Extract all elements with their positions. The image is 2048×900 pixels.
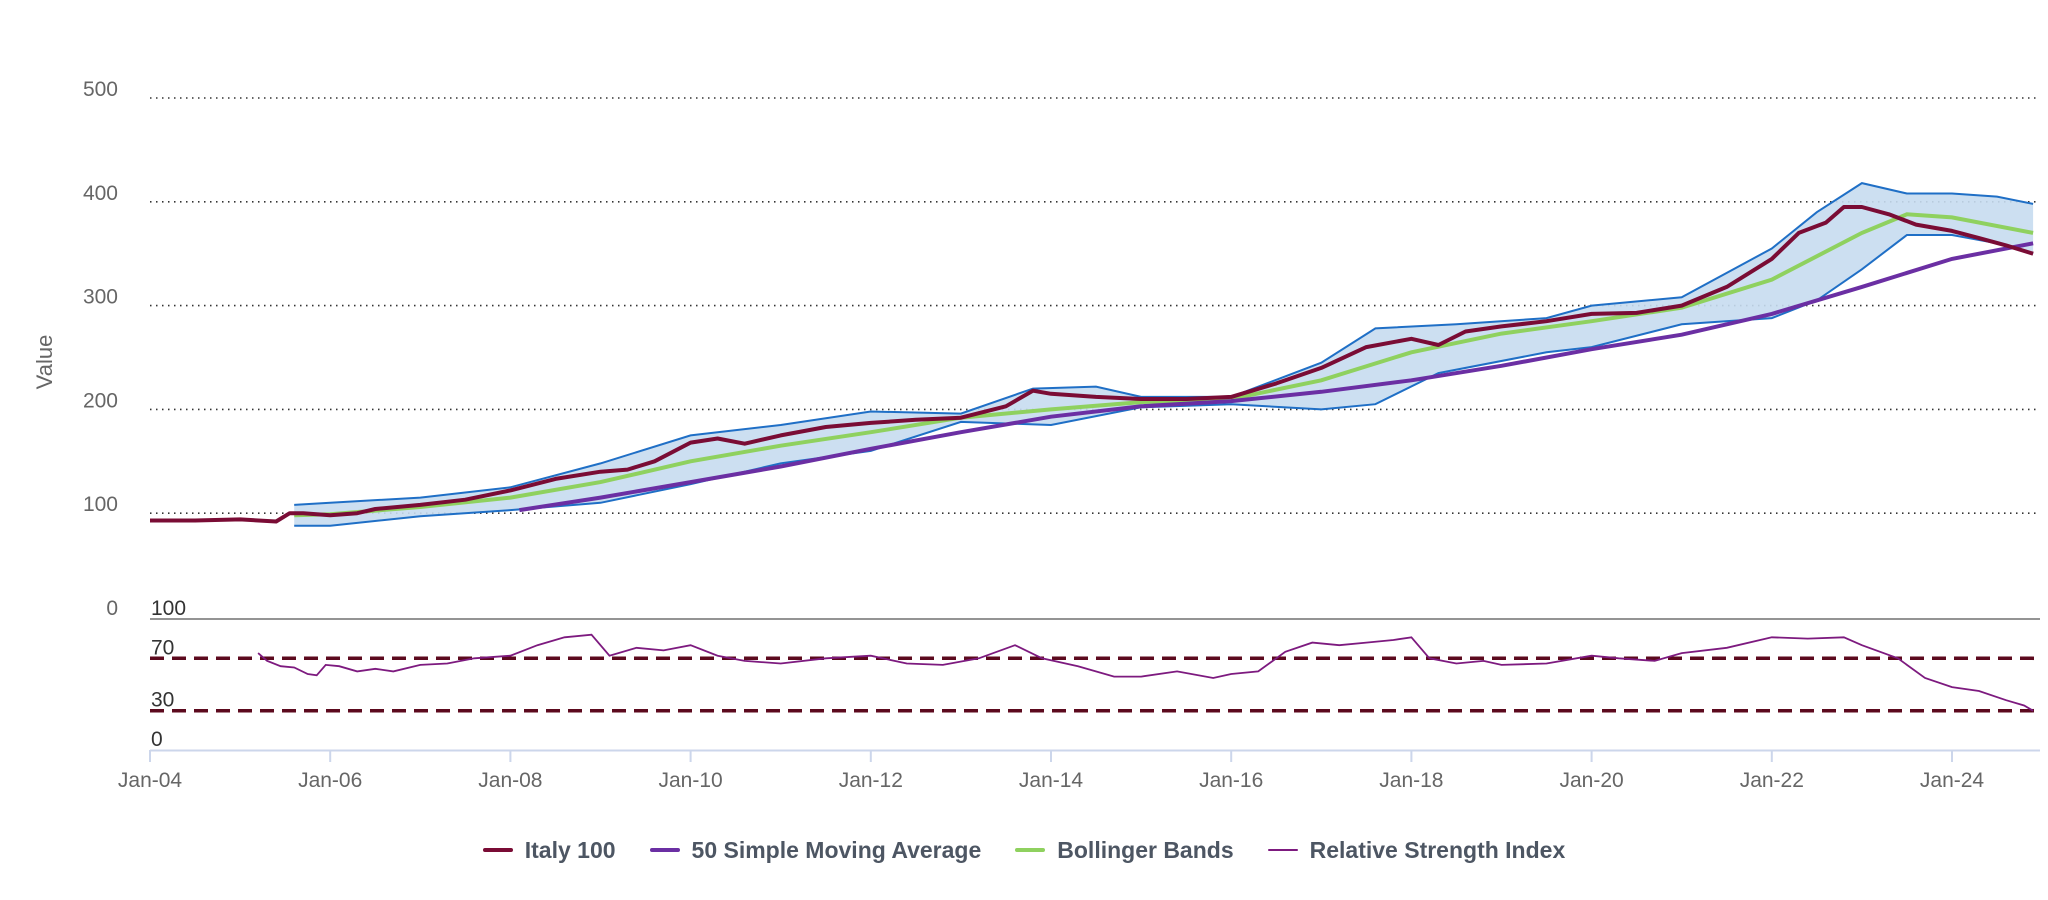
price-y-tick-label: 100 [83,493,118,516]
x-axis-tick-label: Jan-08 [478,769,542,792]
rsi-y-tick-label: 0 [151,728,163,751]
price-y-axis: 0 100 200 300 400 500 [83,78,118,620]
legend-symbol-bollinger [1015,848,1046,852]
legend-item-rsi[interactable]: Relative Strength Index [1267,836,1566,864]
legend-symbol-italy-100 [482,848,513,852]
chart-legend: Italy 100 50 Simple Moving Average Bolli… [0,832,2048,868]
bollinger-lower-band [294,234,2034,527]
x-axis-tick-label: Jan-14 [1019,769,1084,792]
x-axis-tick-label: Jan-10 [658,769,722,792]
legend-item-sma[interactable]: 50 Simple Moving Average [649,836,982,864]
bollinger-upper-band [294,182,2034,506]
legend-label: Relative Strength Index [1309,836,1566,863]
rsi-y-tick-label: 100 [151,597,186,620]
legend-label: 50 Simple Moving Average [691,836,982,863]
legend-item-italy-100[interactable]: Italy 100 [482,836,616,864]
x-axis: Jan-04 Jan-06 Jan-08 Jan-10 Jan-12 Jan-14 Jan-… [118,749,2040,792]
price-y-tick-label: 0 [106,597,118,620]
legend-label: Italy 100 [524,836,616,863]
bollinger-band-area [294,182,2034,527]
price-series-group [150,205,2034,524]
price-y-tick-label: 300 [83,286,118,309]
rsi-y-tick-label: 70 [151,636,174,659]
x-axis-tick-label: Jan-18 [1379,769,1443,792]
x-axis-tick-label: Jan-12 [839,769,903,792]
legend-symbol-sma [649,848,680,852]
x-axis-tick-label: Jan-20 [1559,769,1623,792]
price-y-tick-label: 500 [83,78,118,101]
price-y-tick-label: 400 [83,182,118,205]
sma-50-line [519,241,2034,513]
legend-item-bollinger[interactable]: Bollinger Bands [1015,836,1234,864]
legend-symbol-rsi [1267,849,1298,851]
x-axis-tick-label: Jan-22 [1740,769,1804,792]
legend-label: Bollinger Bands [1057,836,1234,863]
bollinger-band-fill [294,183,2034,526]
rsi-pane: 0 30 70 100 [150,597,2040,751]
x-axis-tick-label: Jan-16 [1199,769,1263,792]
price-y-tick-label: 200 [83,389,118,412]
x-axis-tick-label: Jan-04 [118,769,183,792]
x-axis-tick-label: Jan-06 [298,769,362,792]
rsi-line [257,633,2034,712]
rsi-y-tick-label: 30 [151,689,174,712]
italy-100-line [150,205,2034,524]
y-axis-title: Value [32,335,57,390]
x-axis-tick-label: Jan-24 [1920,769,1985,792]
